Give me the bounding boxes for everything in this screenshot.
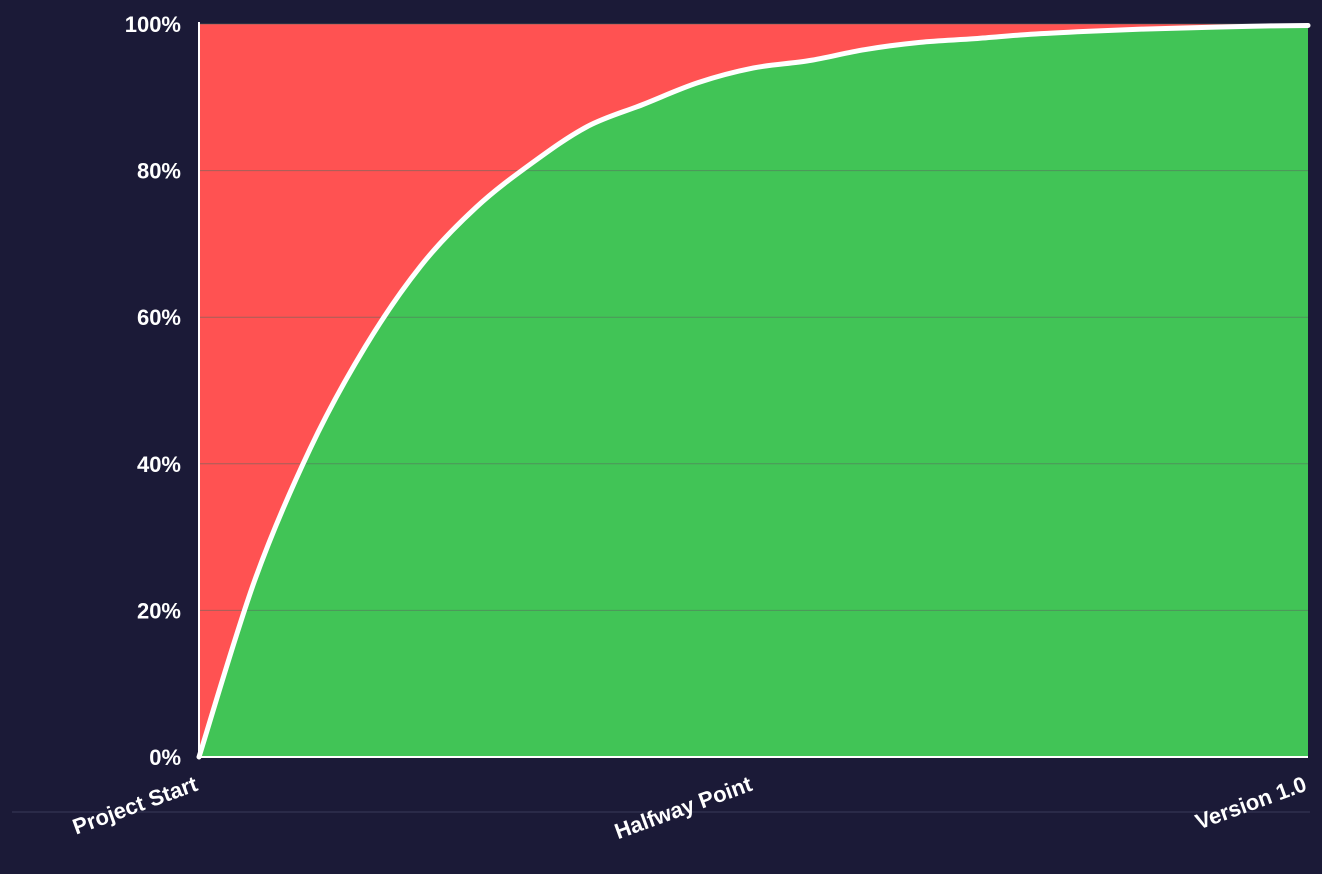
axes-group bbox=[12, 22, 1310, 813]
y-tick-label: 60% bbox=[137, 305, 181, 330]
x-tick-labels-group: Project Start Halfway Point Version 1.0 bbox=[69, 771, 1309, 844]
x-tick-label: Halfway Point bbox=[611, 771, 756, 844]
y-tick-label: 40% bbox=[137, 452, 181, 477]
y-tick-label: 0% bbox=[149, 745, 181, 770]
progress-curve bbox=[196, 22, 1311, 760]
x-tick-label: Version 1.0 bbox=[1192, 771, 1310, 834]
x-tick-label: Project Start bbox=[69, 771, 201, 839]
areas-group bbox=[199, 24, 1308, 757]
y-tick-label: 20% bbox=[137, 598, 181, 623]
y-tick-label: 80% bbox=[137, 159, 181, 184]
y-tick-labels-group: 0% 20% 40% 60% 80% 100% bbox=[125, 12, 181, 770]
y-tick-label: 100% bbox=[125, 12, 181, 37]
gridlines-group bbox=[199, 23, 1308, 611]
curve-group bbox=[196, 22, 1311, 760]
